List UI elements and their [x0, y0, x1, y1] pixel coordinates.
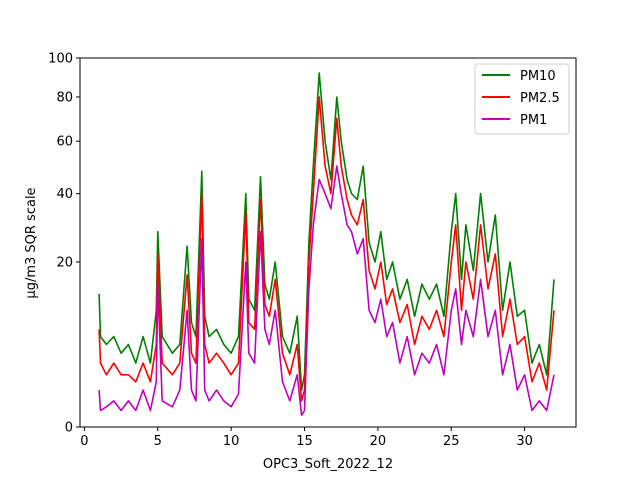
plot-frame	[79, 57, 577, 428]
y-axis-label: µg/m3 SQR scale	[24, 187, 39, 298]
x-tick-label: 15	[296, 434, 313, 449]
y-tick-label: 60	[56, 135, 73, 150]
series-line-pm1	[98, 165, 555, 417]
y-tick-label: 0	[65, 421, 73, 436]
x-axis-label: OPC3_Soft_2022_12	[263, 457, 393, 472]
x-tick-label: 5	[154, 434, 162, 449]
series-line-pm25	[98, 96, 555, 402]
legend-box	[474, 63, 570, 135]
x-tick-label: 10	[223, 434, 240, 449]
y-tick-label: 80	[56, 90, 73, 105]
legend: PM10 PM2.5 PM1	[474, 63, 570, 135]
x-tick-label: 30	[516, 434, 533, 449]
y-tick-label: 40	[56, 187, 73, 202]
legend-label: PM10	[520, 69, 556, 84]
y-axis: 0 20 40 60 80 100	[48, 52, 80, 436]
series-layer	[98, 72, 555, 417]
legend-label: PM2.5	[520, 91, 560, 106]
legend-label: PM1	[520, 113, 547, 128]
y-tick-label: 20	[56, 255, 73, 270]
x-tick-label: 25	[443, 434, 460, 449]
x-tick-label: 20	[370, 434, 387, 449]
y-tick-label: 100	[48, 52, 73, 67]
x-tick-label: 0	[80, 434, 88, 449]
x-axis: 0 5 10 15 20 25 30	[80, 427, 533, 449]
series-line-pm10	[98, 72, 555, 391]
